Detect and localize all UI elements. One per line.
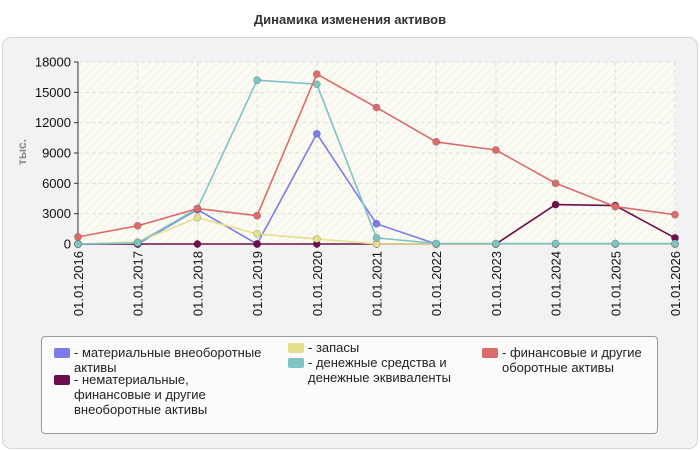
data-point xyxy=(551,200,560,209)
data-point xyxy=(551,239,560,248)
data-point xyxy=(133,239,142,247)
data-point xyxy=(74,233,82,241)
data-point xyxy=(253,211,261,220)
legend-swatch xyxy=(288,358,304,368)
x-tick-label: 01.01.2019 xyxy=(250,251,265,316)
data-point xyxy=(312,129,321,138)
data-point xyxy=(193,204,202,213)
legend-swatch xyxy=(54,375,70,385)
legend: - материальные внеоборотные активы - нем… xyxy=(41,336,658,434)
legend-label: - материальные внеоборотные активы xyxy=(74,345,262,375)
chart-title: Динамика изменения активов xyxy=(253,12,447,27)
data-point xyxy=(253,76,261,85)
y-tick-label: 15000 xyxy=(35,85,71,100)
data-point xyxy=(611,239,620,248)
y-tick-label: 18000 xyxy=(35,55,71,70)
data-point xyxy=(312,235,321,243)
y-axis-label: тыс. xyxy=(15,139,29,165)
legend-label: - денежные средства и денежные эквивален… xyxy=(308,355,451,385)
data-point xyxy=(432,239,441,248)
series-4 xyxy=(74,70,679,241)
data-point xyxy=(671,239,679,248)
data-point xyxy=(372,219,381,228)
data-point xyxy=(372,234,381,242)
data-point xyxy=(491,146,500,154)
y-tick-label: 6000 xyxy=(42,176,71,191)
series-3 xyxy=(74,76,679,248)
x-tick-label: 01.01.2023 xyxy=(489,251,504,316)
legend-label: - финансовые и другие оборотные активы xyxy=(502,345,642,375)
data-point xyxy=(253,229,261,238)
data-point xyxy=(432,137,441,146)
legend-label: - нематериальные, финансовые и другие вн… xyxy=(74,372,208,417)
x-tick-label: 01.01.2017 xyxy=(131,251,146,316)
data-point xyxy=(372,103,381,112)
data-point xyxy=(133,221,142,230)
legend-label: - запасы xyxy=(308,340,360,355)
y-tick-label: 3000 xyxy=(42,206,71,221)
x-tick-label: 01.01.2025 xyxy=(608,251,623,316)
data-point xyxy=(671,210,679,219)
x-tick-labels: 01.01.2016 01.01.2017 01.01.2018 01.01.2019… xyxy=(71,244,683,316)
data-point xyxy=(253,240,261,248)
data-point xyxy=(193,240,202,248)
x-tick-label: 01.01.2021 xyxy=(370,251,385,316)
x-tick-label: 01.01.2016 xyxy=(71,251,86,316)
data-point xyxy=(312,70,321,79)
x-tick-label: 01.01.2026 xyxy=(668,251,683,316)
x-tick-label: 01.01.2022 xyxy=(429,251,444,316)
data-point xyxy=(611,202,620,211)
series-group xyxy=(74,70,679,248)
legend-swatch xyxy=(288,343,304,353)
y-tick-label: 12000 xyxy=(35,115,71,130)
x-tick-label: 01.01.2024 xyxy=(549,251,564,316)
data-point xyxy=(193,213,202,222)
data-point xyxy=(491,239,500,248)
data-point xyxy=(551,179,560,188)
y-tick-label: 9000 xyxy=(42,146,71,161)
legend-swatch xyxy=(54,348,70,358)
x-tick-label: 01.01.2018 xyxy=(190,251,205,316)
data-point xyxy=(74,240,82,248)
legend-swatch xyxy=(482,348,498,358)
x-tick-label: 01.01.2020 xyxy=(310,251,325,316)
y-tick-labels: 0 3000 6000 9000 12000 15000 18000 xyxy=(35,55,78,252)
y-tick-label: 0 xyxy=(64,237,71,252)
